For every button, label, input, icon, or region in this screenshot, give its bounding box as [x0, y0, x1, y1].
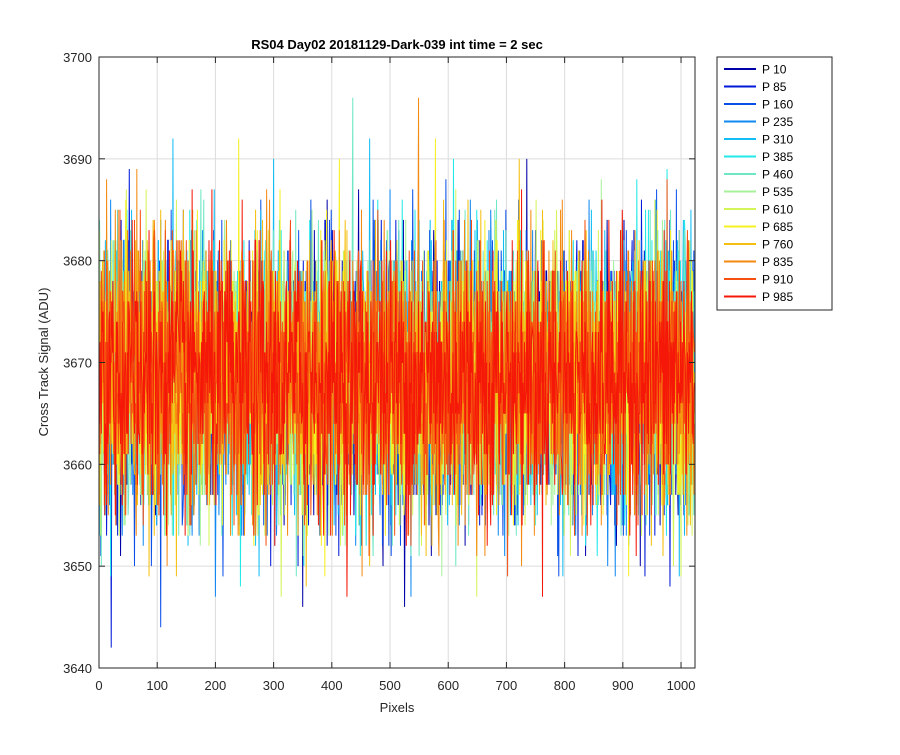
x-tick-label: 200: [205, 678, 227, 693]
legend-label: P 685: [762, 220, 793, 234]
legend-label: P 460: [762, 168, 793, 182]
x-tick-label: 1000: [667, 678, 696, 693]
legend: P 10 P 85 P 160 P 235 P 310 P 385 P 460 P 535 P …: [716, 56, 833, 311]
series-line: [99, 189, 695, 597]
legend-label: P 10: [762, 63, 787, 77]
legend-label: P 160: [762, 98, 793, 112]
tick-layer: 0 100 200 300 400 500 600 700 800 900 1000 3640 3650…: [63, 50, 695, 693]
y-tick-label: 3670: [63, 356, 92, 371]
x-tick-label: 100: [146, 678, 168, 693]
x-tick-label: 700: [496, 678, 518, 693]
x-tick-label: 500: [379, 678, 401, 693]
legend-label: P 310: [762, 133, 793, 147]
legend-label: P 385: [762, 150, 793, 164]
y-tick-label: 3700: [63, 50, 92, 65]
x-tick-label: 0: [95, 678, 102, 693]
x-axis-label: Pixels: [380, 700, 415, 715]
x-tick-label: 900: [612, 678, 634, 693]
x-tick-label: 300: [263, 678, 285, 693]
legend-label: P 835: [762, 255, 793, 269]
legend-label: P 235: [762, 115, 793, 129]
legend-label: P 760: [762, 238, 793, 252]
x-tick-label: 600: [437, 678, 459, 693]
legend-label: P 85: [762, 80, 787, 94]
x-tick-label: 800: [554, 678, 576, 693]
chart-title: RS04 Day02 20181129-Dark-039 int time = …: [251, 37, 543, 52]
y-tick-label: 3660: [63, 457, 92, 472]
y-tick-label: 3650: [63, 559, 92, 574]
legend-box: [716, 56, 833, 311]
y-tick-label: 3690: [63, 152, 92, 167]
legend-label: P 985: [762, 290, 793, 304]
legend-label: P 610: [762, 203, 793, 217]
y-tick-label: 3640: [63, 661, 92, 676]
y-tick-label: 3680: [63, 254, 92, 269]
y-axis-label: Cross Track Signal (ADU): [36, 288, 51, 437]
series-layer: [99, 97, 695, 648]
x-tick-label: 400: [321, 678, 343, 693]
legend-label: P 910: [762, 273, 793, 287]
legend-label: P 535: [762, 185, 793, 199]
